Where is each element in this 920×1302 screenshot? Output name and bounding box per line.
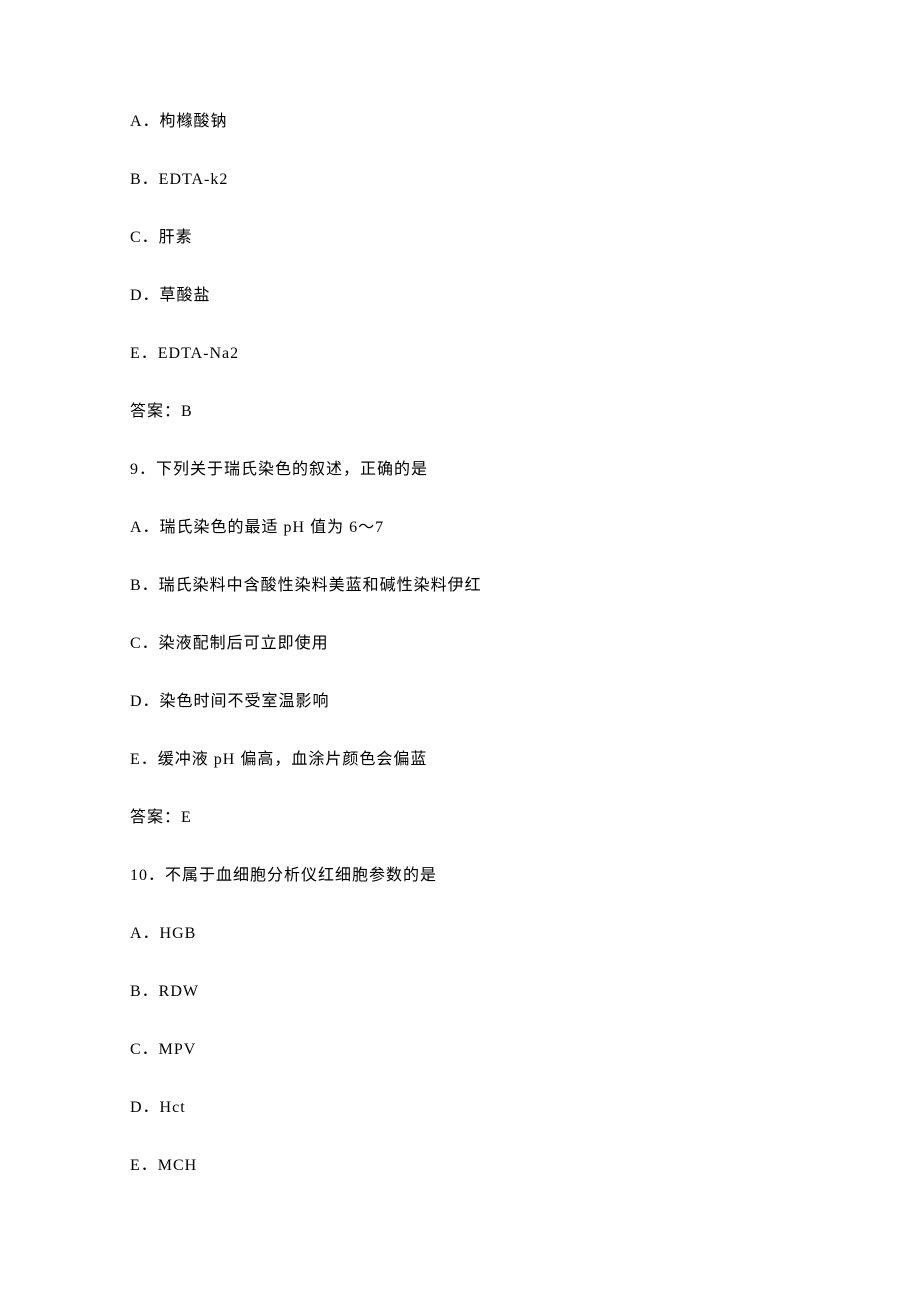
question-text: 10．不属于血细胞分析仪红细胞参数的是 — [130, 864, 790, 888]
option-text: D．草酸盐 — [130, 284, 790, 308]
option-text: C．肝素 — [130, 226, 790, 250]
question-text: 9．下列关于瑞氏染色的叙述，正确的是 — [130, 458, 790, 482]
option-text: E．缓冲液 pH 偏高，血涂片颜色会偏蓝 — [130, 748, 790, 772]
option-text: B．EDTA-k2 — [130, 168, 790, 192]
option-text: A．HGB — [130, 922, 790, 946]
option-text: E．MCH — [130, 1154, 790, 1178]
option-text: B．RDW — [130, 980, 790, 1004]
option-text: D．染色时间不受室温影响 — [130, 690, 790, 714]
option-text: E．EDTA-Na2 — [130, 342, 790, 366]
option-text: C．染液配制后可立即使用 — [130, 632, 790, 656]
option-text: A．瑞氏染色的最适 pH 值为 6～7 — [130, 516, 790, 540]
answer-text: 答案：B — [130, 400, 790, 424]
answer-text: 答案：E — [130, 806, 790, 830]
option-text: D．Hct — [130, 1096, 790, 1120]
option-text: A．枸橼酸钠 — [130, 110, 790, 134]
option-text: B．瑞氏染料中含酸性染料美蓝和碱性染料伊红 — [130, 574, 790, 598]
option-text: C．MPV — [130, 1038, 790, 1062]
